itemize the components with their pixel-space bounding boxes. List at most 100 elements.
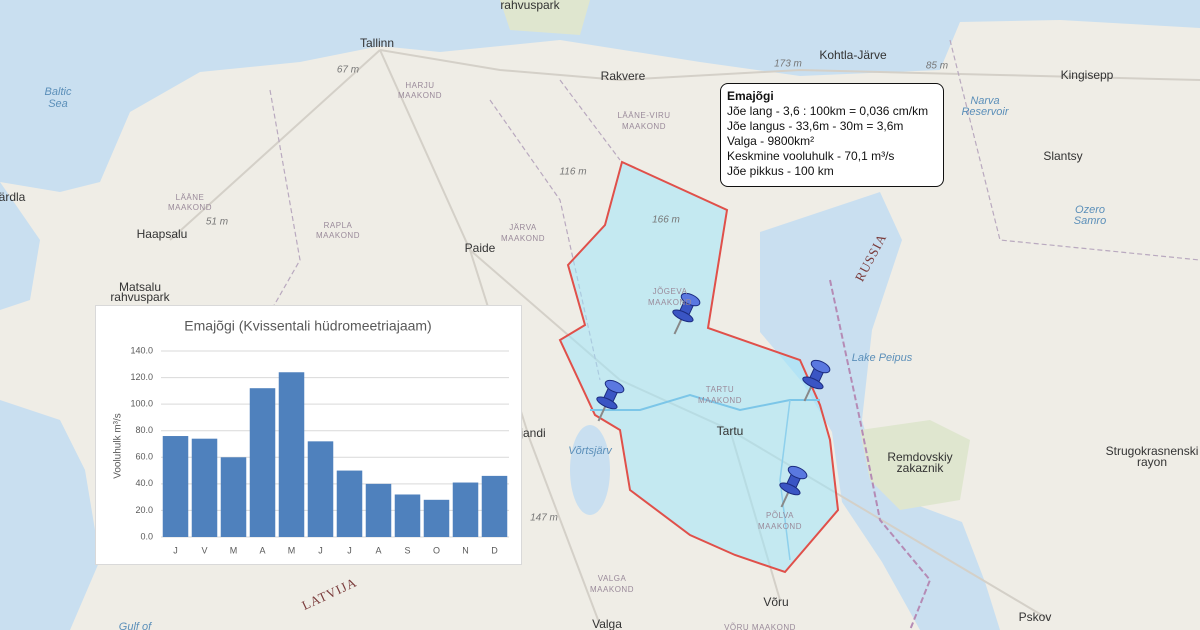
place-label: jandi <box>519 426 545 440</box>
place-label: Tartu <box>717 424 744 438</box>
place-label: 51 m <box>206 217 228 228</box>
russia-border <box>829 279 932 630</box>
y-tick-label: 80.0 <box>135 425 153 435</box>
place-label: ärdla <box>0 190 26 204</box>
place-label: rahvuspark <box>500 0 560 12</box>
place-label: 147 m <box>530 513 558 524</box>
bar <box>162 436 189 537</box>
place-label: Narva <box>970 95 999 107</box>
bar <box>423 499 450 537</box>
y-tick-label: 100.0 <box>130 399 153 409</box>
place-label: VALGA <box>598 574 627 583</box>
x-tick-label: J <box>318 545 323 555</box>
place-label: Haapsalu <box>137 227 188 241</box>
pin-base <box>779 482 801 496</box>
place-label: MAAKOND <box>501 234 545 243</box>
lake-vortsjarv <box>570 425 610 515</box>
place-label: 166 m <box>652 215 680 226</box>
x-tick-label: A <box>375 545 381 555</box>
place-label: Remdovskiy <box>887 450 952 464</box>
pin <box>672 292 701 335</box>
popup-line: Keskmine vooluhulk - 70,1 m³/s <box>727 149 895 163</box>
chart-panel: Emajõgi (Kvissentali hüdromeetriajaam) V… <box>95 305 522 565</box>
y-tick-label: 120.0 <box>130 372 153 382</box>
sea <box>0 182 40 310</box>
x-tick-label: D <box>491 545 498 555</box>
bar <box>336 470 363 537</box>
place-label: Matsalu <box>119 280 161 294</box>
popup-line: Valga - 9800km² <box>727 134 815 148</box>
chart: Emajõgi (Kvissentali hüdromeetriajaam) V… <box>113 318 509 555</box>
place-label: MAAKOND <box>622 122 666 131</box>
x-tick-label: V <box>201 545 207 555</box>
bar <box>278 372 305 537</box>
place-label: Strugokrasnenski <box>1106 444 1199 458</box>
y-tick-label: 60.0 <box>135 452 153 462</box>
popup: Emajõgi Jõe lang - 3,6 : 100km = 0,036 c… <box>720 83 944 187</box>
catchment-area <box>558 160 840 574</box>
place-label: 116 m <box>559 167 586 178</box>
x-tick-label: O <box>433 545 440 555</box>
y-tick-label: 0.0 <box>140 531 153 541</box>
river <box>779 399 791 561</box>
place-label: 85 m <box>926 61 948 72</box>
national-park <box>500 0 590 35</box>
place-label: MAAKOND <box>648 298 692 307</box>
place-label: rahvuspark <box>110 290 170 304</box>
bar <box>452 482 479 537</box>
place-label: VÕRU MAAKOND <box>724 623 796 630</box>
place-label: JÕGEVA <box>653 287 688 296</box>
y-axis-label: Vooluhulk m³/s <box>113 413 124 479</box>
place-label: MAAKOND <box>698 396 742 405</box>
pin-head <box>787 465 808 480</box>
pin <box>802 359 831 402</box>
y-tick-label: 40.0 <box>135 478 153 488</box>
place-label: Võrtsjärv <box>568 445 613 457</box>
place-label: MAAKOND <box>316 231 360 240</box>
lake-peipus <box>760 192 1000 630</box>
bar <box>307 441 334 537</box>
place-label: Ozero <box>1075 204 1105 216</box>
pin-base <box>802 376 824 390</box>
place-label: MAAKOND <box>590 585 634 594</box>
place-label: rayon <box>1137 455 1167 469</box>
pin-head <box>604 379 625 394</box>
place-label: Samro <box>1074 215 1106 227</box>
x-tick-label: M <box>230 545 238 555</box>
bar <box>481 475 508 537</box>
place-label: Slantsy <box>1043 149 1082 163</box>
place-label: Baltic <box>45 86 72 98</box>
popup-line: Jõe langus - 33,6m - 30m = 3,6m <box>727 119 904 133</box>
bar <box>249 388 276 537</box>
place-label: Valga <box>592 617 622 630</box>
popup-title: Emajõgi <box>727 89 774 103</box>
place-label: Tallinn <box>360 36 394 50</box>
y-tick-label: 20.0 <box>135 505 153 515</box>
place-label: Gulf of <box>119 621 152 630</box>
x-tick-label: M <box>288 545 296 555</box>
place-label: MAAKOND <box>168 203 212 212</box>
place-label: Reservoir <box>961 106 1009 118</box>
place-label: zakaznik <box>897 461 945 475</box>
nature-reserve <box>860 420 970 510</box>
pin-base <box>672 309 694 323</box>
place-label: TARTU <box>706 385 734 394</box>
place-label: Kohtla-Järve <box>819 48 887 62</box>
pin-head <box>810 359 831 374</box>
sea <box>0 400 100 630</box>
place-label: PÕLVA <box>766 511 794 520</box>
pins <box>596 292 831 508</box>
x-tick-label: S <box>404 545 410 555</box>
place-label: 173 m <box>774 59 802 70</box>
place-label: MAAKOND <box>398 91 442 100</box>
bar <box>394 494 421 537</box>
pin <box>596 379 625 422</box>
place-label: LÄÄNE <box>176 193 205 202</box>
place-label: RAPLA <box>324 221 353 230</box>
x-tick-label: J <box>347 545 352 555</box>
popup-line: Jõe pikkus - 100 km <box>727 164 834 178</box>
river <box>590 393 820 412</box>
place-label: JÄRVA <box>509 223 537 232</box>
place-label: Kingisepp <box>1061 68 1114 82</box>
